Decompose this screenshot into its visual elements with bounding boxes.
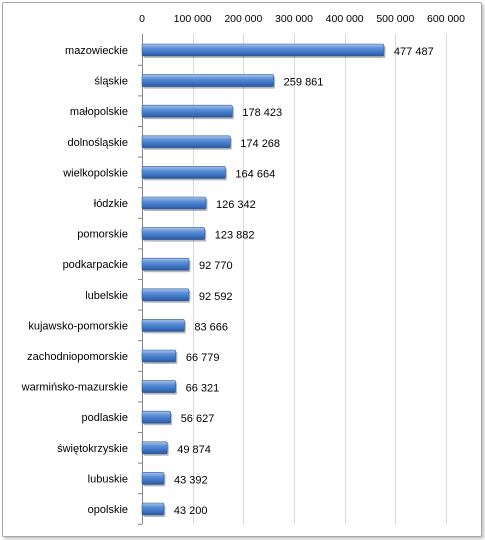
category-label: opolskie bbox=[88, 504, 128, 516]
category-label: lubelskie bbox=[85, 290, 128, 302]
x-tick-label: 0 bbox=[139, 13, 145, 25]
x-tick-label: 400 000 bbox=[326, 13, 364, 25]
bar bbox=[141, 43, 385, 57]
data-label: 83 666 bbox=[194, 321, 228, 333]
category-label: zachodniopomorskie bbox=[27, 351, 128, 363]
category-label: śląskie bbox=[94, 76, 128, 88]
category-label: warmińsko-mazurskie bbox=[21, 382, 128, 394]
category-labels: mazowieckie śląskie małopolskie dolnośląski… bbox=[21, 45, 128, 516]
category-label: świętokrzyskie bbox=[57, 443, 128, 455]
bar bbox=[141, 380, 176, 393]
x-tick-label: 300 000 bbox=[275, 13, 313, 25]
data-label: 92 592 bbox=[199, 291, 233, 303]
bar bbox=[141, 472, 165, 485]
bar bbox=[141, 349, 177, 363]
x-tick-label: 600 000 bbox=[427, 13, 465, 25]
x-tick-label: 100 000 bbox=[174, 13, 212, 25]
bar bbox=[141, 410, 171, 424]
data-label: 178 423 bbox=[242, 107, 282, 119]
category-label: wielkopolskie bbox=[62, 167, 128, 179]
bar bbox=[141, 227, 206, 240]
bar bbox=[141, 319, 185, 332]
data-label: 259 861 bbox=[284, 77, 324, 89]
bar bbox=[141, 166, 226, 179]
data-label: 92 770 bbox=[199, 260, 233, 272]
data-labels: 477 487 259 861 178 423 174 268 164 664 126 3… bbox=[174, 46, 434, 517]
data-label: 66 321 bbox=[186, 383, 220, 395]
bar bbox=[141, 257, 190, 271]
data-label: 126 342 bbox=[216, 199, 256, 211]
bar bbox=[141, 196, 207, 210]
data-label: 43 392 bbox=[174, 474, 208, 486]
bar bbox=[141, 74, 274, 87]
bar bbox=[141, 502, 165, 516]
x-tick-label: 200 000 bbox=[224, 13, 262, 25]
bar bbox=[141, 104, 233, 118]
data-label: 477 487 bbox=[394, 46, 434, 58]
category-label: podkarpackie bbox=[63, 259, 128, 271]
bars bbox=[141, 43, 386, 517]
data-label: 66 779 bbox=[186, 352, 220, 364]
category-label: lubuskie bbox=[88, 473, 128, 485]
category-label: mazowieckie bbox=[65, 45, 128, 57]
bar bbox=[141, 135, 231, 149]
category-label: kujawsko-pomorskie bbox=[28, 320, 128, 332]
data-label: 123 882 bbox=[215, 230, 255, 242]
bar bbox=[141, 441, 168, 455]
data-label: 43 200 bbox=[174, 505, 208, 517]
data-label: 164 664 bbox=[235, 168, 275, 180]
data-label: 49 874 bbox=[177, 444, 211, 456]
category-label: łódzkie bbox=[94, 198, 128, 210]
x-tick-labels: 0 100 000 200 000 300 000 400 000 500 000 600 … bbox=[139, 13, 465, 25]
bar bbox=[141, 288, 190, 302]
category-label: dolnośląskie bbox=[67, 137, 128, 149]
x-tick-label: 500 000 bbox=[376, 13, 414, 25]
data-label: 174 268 bbox=[240, 138, 280, 150]
category-label: małopolskie bbox=[70, 106, 128, 118]
category-label: pomorskie bbox=[77, 229, 128, 241]
data-label: 56 627 bbox=[181, 413, 215, 425]
category-label: podlaskie bbox=[82, 412, 128, 424]
